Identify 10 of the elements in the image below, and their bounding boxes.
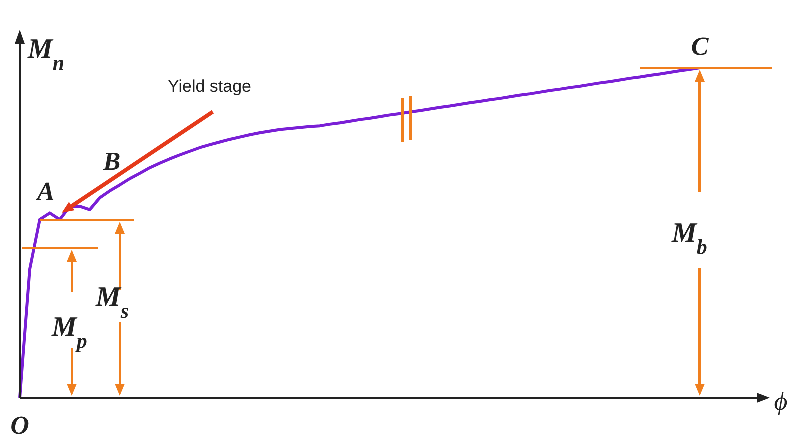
text: C — [691, 32, 710, 61]
annotation: Yield stage — [168, 77, 252, 96]
annotation: A — [35, 177, 55, 206]
annotation: M$_{p}$ — [51, 312, 88, 353]
x-axis-title: ϕ — [774, 387, 788, 416]
annotation: B — [102, 147, 121, 176]
y-axis-title: M$_{n}$ — [27, 34, 65, 75]
annotation: M$_{s}$ — [95, 282, 130, 323]
text: O — [10, 411, 30, 440]
annotation: M$_{b}$ — [671, 218, 708, 259]
